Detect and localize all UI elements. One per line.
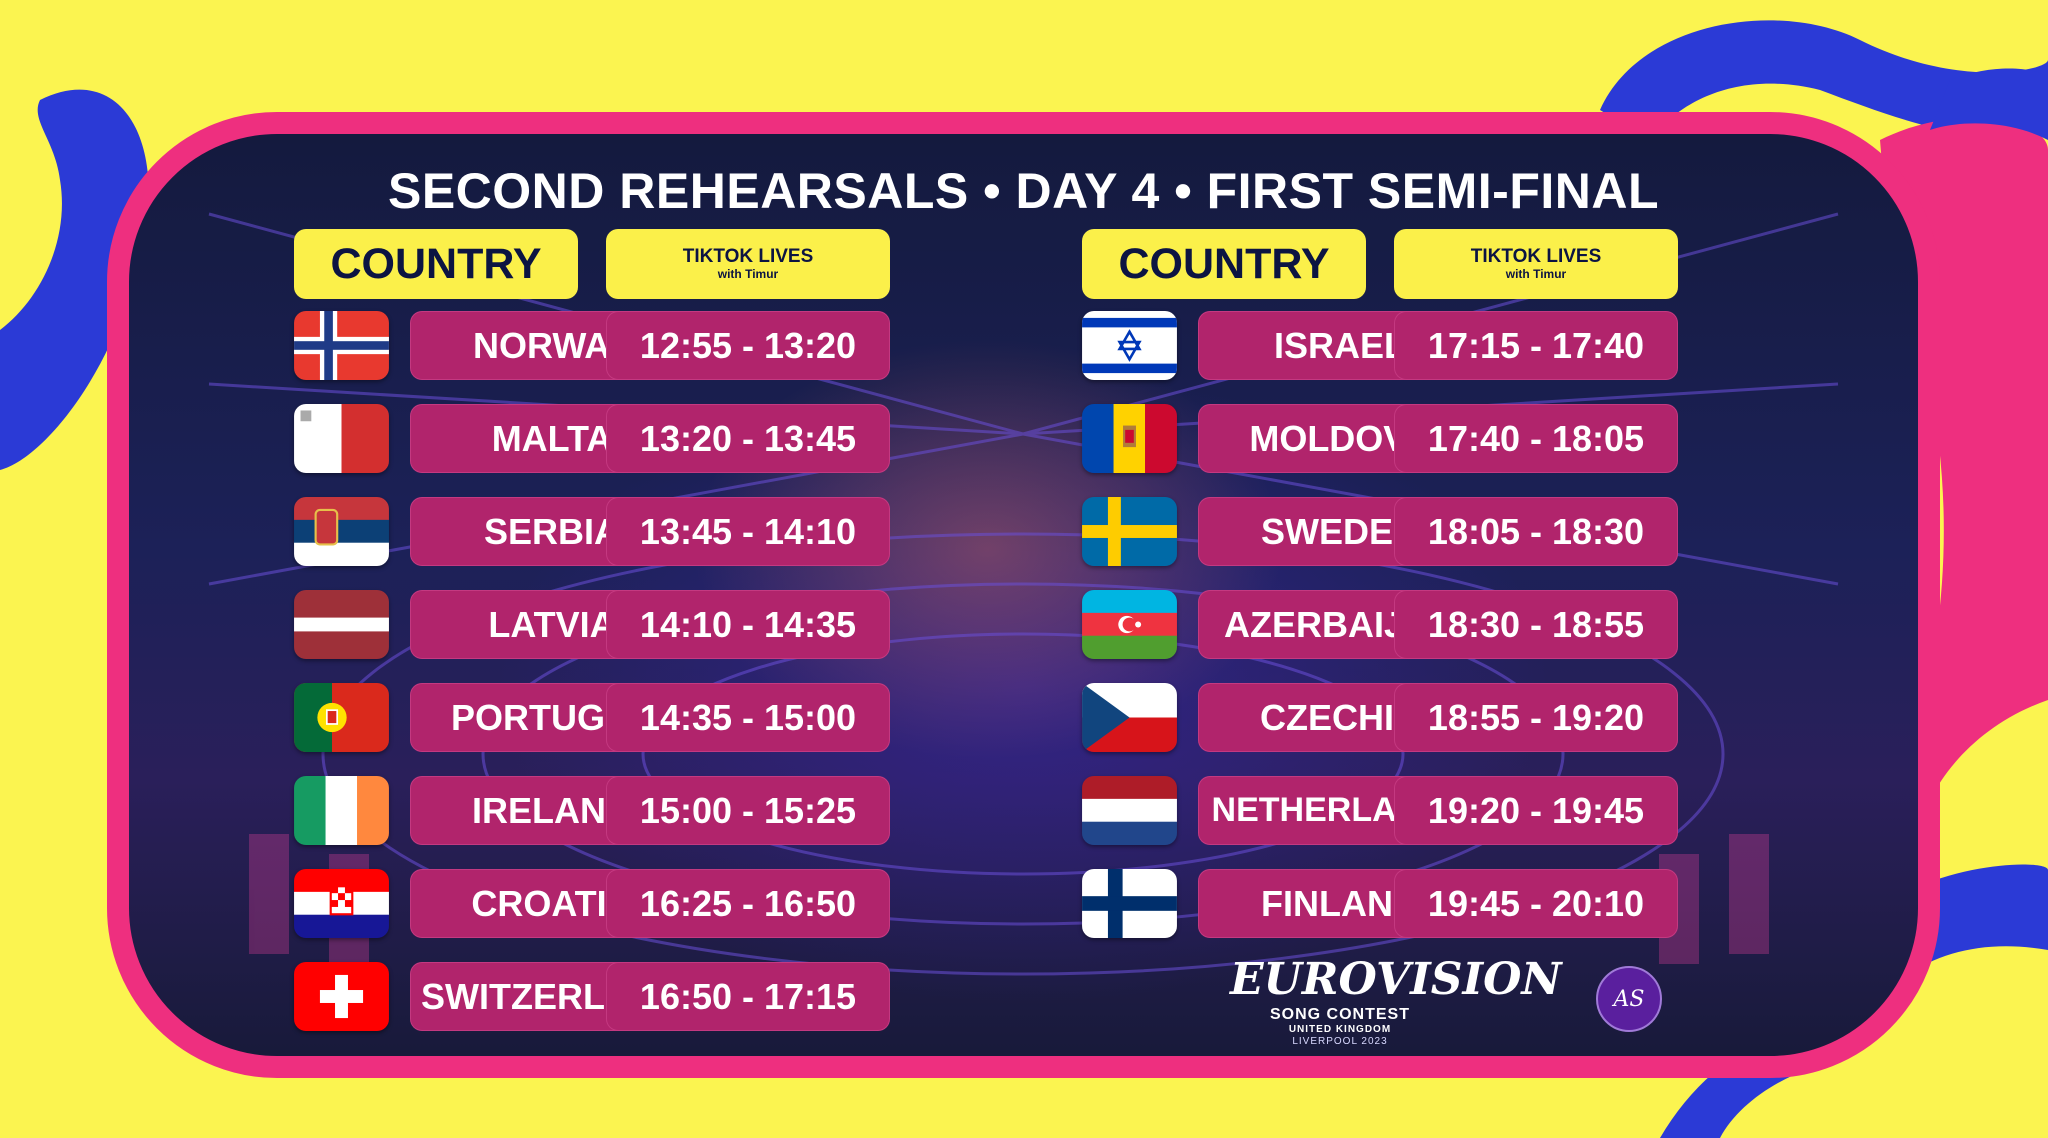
time-israel: 17:15 - 17:40 (1394, 311, 1678, 380)
country-latvia: LATVIA (410, 590, 694, 659)
malta-flag (294, 404, 389, 473)
header-country-right: COUNTRY (1082, 229, 1366, 299)
time-sweden: 18:05 - 18:30 (1394, 497, 1678, 566)
time-czechia: 18:55 - 19:20 (1394, 683, 1678, 752)
logo-line3: LIVERPOOL 2023 (1292, 1036, 1388, 1047)
schedule-panel: SECOND REHEARSALS • DAY 4 • FIRST SEMI-F… (107, 112, 1940, 1078)
czechia-flag (1082, 683, 1177, 752)
time-croatia: 16:25 - 16:50 (606, 869, 890, 938)
header-country-label: COUNTRY (330, 239, 542, 288)
finland-flag (1082, 869, 1177, 938)
time-finland: 19:45 - 20:10 (1394, 869, 1678, 938)
header-tiktok-label: TIKTOK LIVES (1470, 246, 1602, 267)
time-norway: 12:55 - 13:20 (606, 311, 890, 380)
time-netherlands: 19:20 - 19:45 (1394, 776, 1678, 845)
ireland-flag (294, 776, 389, 845)
header-country-label: COUNTRY (1118, 239, 1330, 288)
country-sweden: SWEDEN (1198, 497, 1482, 566)
time-switzerland: 16:50 - 17:15 (606, 962, 890, 1031)
time-malta: 13:20 - 13:45 (606, 404, 890, 473)
croatia-flag (294, 869, 389, 938)
eurovision-logo: EUROVISION SONG CONTEST UNITED KINGDOM L… (1230, 954, 1562, 1048)
sweden-flag (1082, 497, 1177, 566)
logo-line2: UNITED KINGDOM (1288, 1024, 1392, 1035)
time-moldova: 17:40 - 18:05 (1394, 404, 1678, 473)
azerbaijan-flag (1082, 590, 1177, 659)
switzerland-flag (294, 962, 389, 1031)
latvia-flag (294, 590, 389, 659)
logo-wordmark: EUROVISION (1230, 954, 1562, 1005)
moldova-flag (1082, 404, 1177, 473)
time-ireland: 15:00 - 15:25 (606, 776, 890, 845)
header-tiktok-label: TIKTOK LIVES (682, 246, 814, 267)
netherlands-flag (1082, 776, 1177, 845)
time-serbia: 13:45 - 14:10 (606, 497, 890, 566)
time-azerbaijan: 18:30 - 18:55 (1394, 590, 1678, 659)
israel-flag (1082, 311, 1177, 380)
header-tiktok-left: TIKTOK LIVES with Timur (606, 229, 890, 299)
header-country-left: COUNTRY (294, 229, 578, 299)
norway-flag (294, 311, 389, 380)
time-latvia: 14:10 - 14:35 (606, 590, 890, 659)
creator-badge: AS (1596, 966, 1662, 1032)
time-portugal: 14:35 - 15:00 (606, 683, 890, 752)
header-tiktok-sub: with Timur (1505, 267, 1567, 281)
page-title: SECOND REHEARSALS • DAY 4 • FIRST SEMI-F… (387, 163, 1660, 219)
logo-line1: SONG CONTEST (1269, 1006, 1410, 1023)
serbia-flag (294, 497, 389, 566)
portugal-flag (294, 683, 389, 752)
header-tiktok-sub: with Timur (717, 267, 779, 281)
header-tiktok-right: TIKTOK LIVES with Timur (1394, 229, 1678, 299)
